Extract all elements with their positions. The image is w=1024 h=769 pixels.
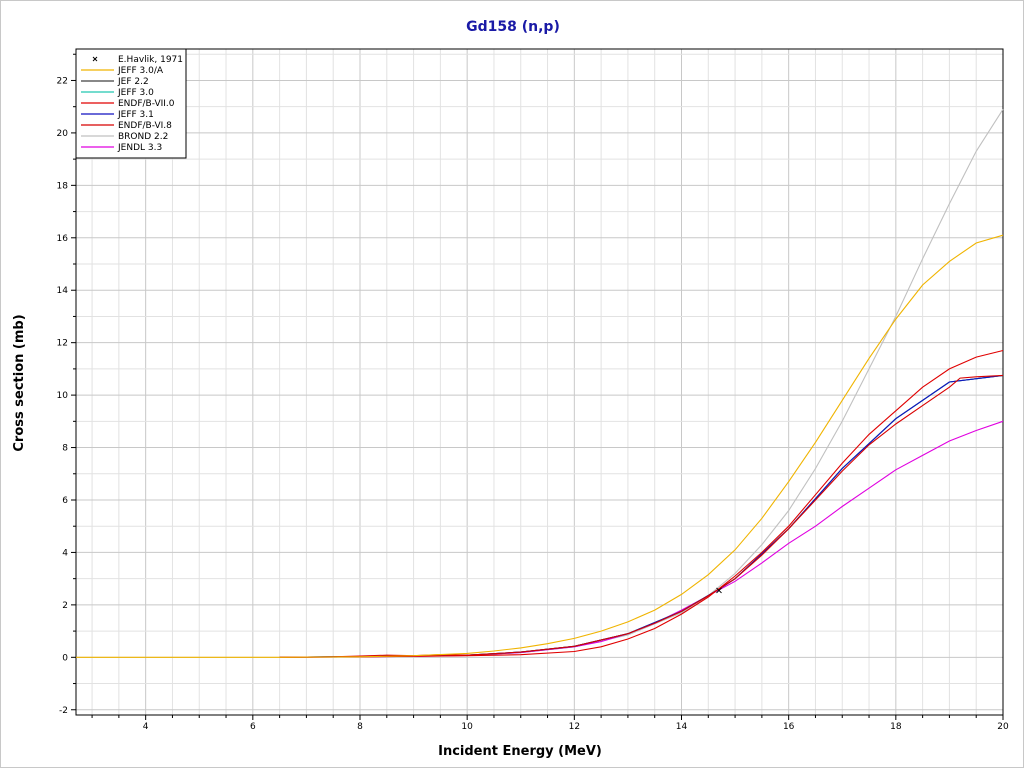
- series-line-endf-b-vi-8: [279, 374, 1004, 658]
- y-tick-label: 20: [57, 129, 69, 139]
- x-tick-label: 12: [569, 722, 580, 732]
- y-tick-label: 22: [57, 76, 68, 86]
- legend-label: JEF 2.2: [117, 77, 149, 87]
- legend-label: JEFF 3.1: [117, 110, 154, 120]
- legend-label: BROND 2.2: [118, 132, 168, 142]
- series-line-jeff-3-0-a: [76, 234, 1004, 658]
- series-line-endf-b-vii-0: [279, 349, 1004, 658]
- y-tick-label: 10: [57, 391, 69, 401]
- x-tick-label: 10: [461, 722, 473, 732]
- y-axis-title: Cross section (mb): [12, 314, 27, 451]
- data-point-marker: [716, 587, 722, 594]
- y-tick-label: 18: [57, 181, 69, 191]
- series-line-jeff-3-0: [279, 374, 1004, 658]
- legend-marker-icon: [92, 56, 98, 62]
- y-tick-label: 12: [57, 339, 68, 349]
- x-tick-label: 6: [250, 722, 256, 732]
- experimental-points: [716, 587, 722, 594]
- chart-title: Gd158 (n,p): [466, 19, 560, 35]
- series-line-jeff-3-1: [279, 374, 1004, 658]
- y-tick-label: 6: [62, 496, 68, 506]
- legend-label: E.Havlik, 1971: [118, 55, 183, 65]
- series-line-jendl-3-3: [279, 420, 1004, 658]
- plot-area-border: [75, 48, 1004, 716]
- legend-label: ENDF/B-VII.0: [118, 99, 175, 109]
- x-tick-label: 8: [357, 722, 363, 732]
- grid: [76, 49, 1004, 715]
- y-tick-label: 0: [62, 653, 68, 663]
- legend-label: ENDF/B-VI.8: [118, 121, 172, 131]
- legend-label: JENDL 3.3: [117, 143, 162, 153]
- y-tick-label: 4: [62, 548, 68, 558]
- y-tick-label: 16: [57, 234, 69, 244]
- x-axis-title: Incident Energy (MeV): [438, 744, 602, 759]
- x-tick-label: 4: [143, 722, 149, 732]
- y-tick-label: -2: [59, 706, 68, 716]
- y-tick-label: 8: [62, 444, 68, 454]
- x-tick-label: 16: [783, 722, 795, 732]
- series-line-jef-2-2: [279, 374, 1004, 658]
- y-tick-label: 14: [57, 286, 69, 296]
- x-tick-label: 18: [890, 722, 902, 732]
- series-line-brond-2-2: [279, 109, 1004, 658]
- x-tick-label: 14: [676, 722, 688, 732]
- legend-label: JEFF 3.0/A: [117, 66, 164, 76]
- y-tick-label: 2: [62, 601, 68, 611]
- x-tick-label: 20: [997, 722, 1009, 732]
- axis-ticks: 4 6 8 10 12 14 16 18 20 -2 0 2 4 6 8 10 12 14 16 18 20 22: [57, 53, 1009, 732]
- series-layer: [76, 109, 1004, 658]
- legend-label: JEFF 3.0: [117, 88, 154, 98]
